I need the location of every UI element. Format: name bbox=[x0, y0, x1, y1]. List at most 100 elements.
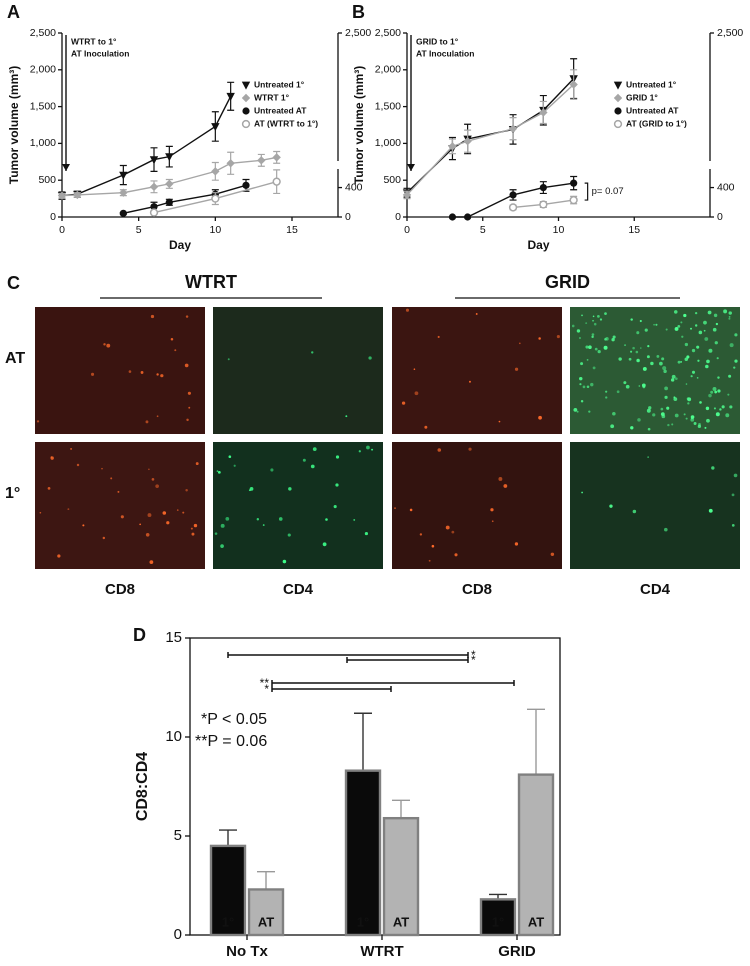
error-bar bbox=[257, 870, 275, 890]
y-tick-label: 500 bbox=[38, 174, 56, 186]
cell-dot bbox=[184, 363, 189, 368]
cell-dot bbox=[681, 335, 684, 338]
cell-dot bbox=[734, 359, 738, 363]
cell-dot bbox=[216, 470, 219, 472]
marker bbox=[226, 92, 235, 101]
marker bbox=[150, 203, 158, 211]
cell-dot bbox=[233, 464, 236, 467]
cell-dot bbox=[469, 380, 471, 383]
cell-dot bbox=[675, 377, 678, 380]
cell-dot bbox=[148, 468, 150, 471]
cell-dot bbox=[588, 345, 592, 350]
cell-dot bbox=[117, 490, 120, 493]
bar-series-label: AT bbox=[528, 914, 544, 929]
legend-label: Untreated AT bbox=[254, 105, 307, 115]
cell-dot bbox=[445, 525, 450, 530]
cell-dot bbox=[217, 470, 221, 474]
panel-label: A bbox=[7, 2, 20, 22]
cell-dot bbox=[228, 455, 232, 458]
cell-dot bbox=[57, 554, 61, 558]
marker bbox=[508, 203, 518, 212]
cell-dot bbox=[712, 387, 717, 391]
marker bbox=[613, 119, 623, 129]
column-label: CD8 bbox=[462, 581, 492, 598]
x-tick-label: 15 bbox=[286, 224, 298, 236]
cell-dot bbox=[623, 381, 627, 385]
cell-dot bbox=[287, 533, 291, 537]
cell-dot bbox=[182, 511, 185, 514]
cell-dot bbox=[604, 312, 607, 315]
bar-series-label: AT bbox=[258, 914, 274, 929]
cell-dot bbox=[604, 337, 607, 341]
cell-dot bbox=[70, 447, 73, 450]
cell-dot bbox=[680, 321, 683, 324]
legend-label: AT (GRID to 1°) bbox=[626, 118, 687, 128]
cell-dot bbox=[661, 357, 665, 361]
cell-dot bbox=[186, 418, 189, 422]
row-label: AT bbox=[5, 350, 25, 367]
cell-dot bbox=[150, 314, 155, 319]
cell-dot bbox=[697, 424, 702, 429]
significance-label: ** bbox=[260, 676, 270, 690]
y2-tick-label: 2,500 bbox=[717, 27, 743, 39]
cell-dot bbox=[151, 477, 155, 481]
cell-dot bbox=[160, 374, 164, 378]
cell-dot bbox=[686, 397, 690, 401]
cell-dot bbox=[156, 415, 159, 418]
cell-dot bbox=[660, 412, 665, 417]
y-tick-label: 2,500 bbox=[375, 27, 401, 39]
row-label: 1° bbox=[5, 485, 20, 502]
cell-dot bbox=[592, 319, 594, 322]
cell-dot bbox=[721, 405, 725, 409]
cell-dot bbox=[637, 418, 641, 422]
cell-dot bbox=[302, 458, 306, 462]
cell-dot bbox=[145, 532, 150, 537]
cell-dot bbox=[690, 418, 695, 422]
cell-dot bbox=[437, 335, 440, 339]
cell-dot bbox=[729, 405, 733, 409]
micrograph-bg bbox=[570, 442, 740, 569]
cell-dot bbox=[708, 348, 713, 353]
cell-dot bbox=[538, 337, 541, 340]
cell-dot bbox=[593, 322, 597, 326]
cell-dot bbox=[660, 407, 664, 411]
marker bbox=[165, 153, 174, 162]
cell-dot bbox=[667, 423, 670, 427]
marker bbox=[613, 93, 623, 103]
cell-dot bbox=[220, 544, 224, 548]
cell-dot bbox=[579, 383, 582, 386]
cell-dot bbox=[270, 468, 274, 472]
cell-dot bbox=[650, 361, 654, 366]
marker bbox=[464, 213, 472, 221]
cell-dot bbox=[139, 523, 141, 526]
cell-dot bbox=[708, 508, 713, 513]
y-tick-label: 0 bbox=[395, 211, 401, 223]
y-tick-label: 5 bbox=[174, 827, 182, 844]
cell-dot bbox=[364, 531, 369, 536]
cell-dot bbox=[581, 491, 583, 494]
x-tick-label: 0 bbox=[404, 224, 410, 236]
cell-dot bbox=[310, 464, 315, 469]
cell-dot bbox=[707, 310, 712, 315]
cell-dot bbox=[647, 456, 649, 458]
cell-dot bbox=[556, 335, 560, 339]
cell-dot bbox=[594, 347, 598, 351]
cell-dot bbox=[671, 423, 674, 426]
cell-dot bbox=[514, 367, 519, 371]
cell-dot bbox=[322, 542, 327, 547]
cell-dot bbox=[706, 418, 710, 423]
marker bbox=[448, 213, 457, 221]
cell-dot bbox=[696, 345, 700, 349]
marker bbox=[119, 171, 128, 180]
panel-label: D bbox=[133, 625, 146, 645]
group-header: GRID bbox=[545, 272, 590, 292]
cell-dot bbox=[691, 370, 696, 374]
y2-tick-label: 0 bbox=[717, 211, 723, 223]
cell-dot bbox=[368, 356, 372, 360]
cell-dot bbox=[624, 344, 626, 346]
micrograph-bg bbox=[213, 307, 383, 434]
cell-dot bbox=[652, 413, 656, 417]
y-tick-label: 1,000 bbox=[375, 137, 401, 149]
cell-dot bbox=[586, 358, 589, 361]
marker bbox=[211, 194, 220, 203]
